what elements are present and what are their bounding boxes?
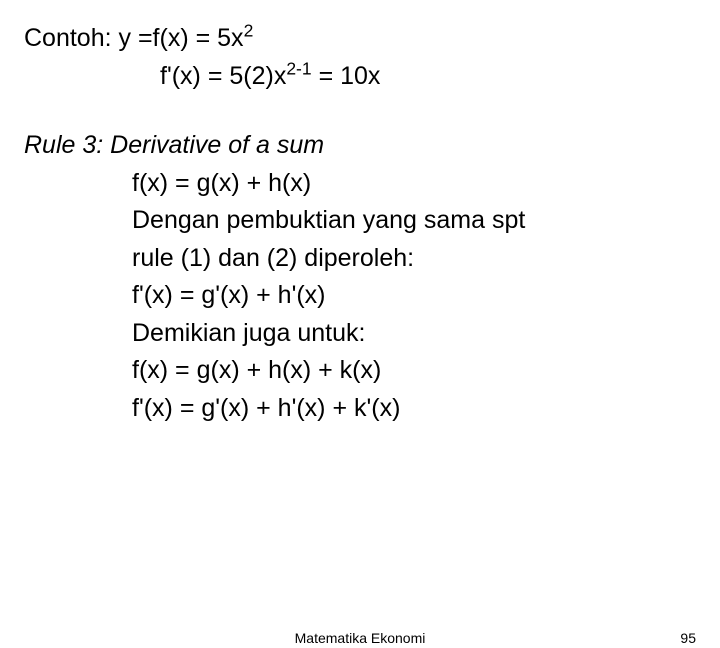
rule-title: Rule 3: Derivative of a sum [24,127,696,165]
example-line-2: f'(x) = 5(2)x2-1 = 10x [24,58,696,96]
rule-l6: f(x) = g(x) + h(x) + k(x) [24,352,696,390]
example-label: Contoh: [24,24,119,52]
rule-l1: f(x) = g(x) + h(x) [24,165,696,203]
example-line-1: Contoh: y =f(x) = 5x2 [24,20,696,58]
rule-l5: Demikian juga untuk: [24,315,696,353]
page-number: 95 [680,630,696,646]
example-eq2b: = 10x [312,62,381,90]
rule-l7: f'(x) = g'(x) + h'(x) + k'(x) [24,390,696,428]
spacer [24,95,696,127]
example-eq2-sup: 2-1 [286,58,311,78]
example-eq1-sup: 2 [244,21,254,41]
rule-l2: Dengan pembuktian yang sama spt [24,202,696,240]
example-eq1: y =f(x) = 5x [119,24,244,52]
footer-title: Matematika Ekonomi [295,630,426,646]
rule-l4: f'(x) = g'(x) + h'(x) [24,277,696,315]
example-eq2a: f'(x) = 5(2)x [160,62,286,90]
rule-l3: rule (1) dan (2) diperoleh: [24,240,696,278]
